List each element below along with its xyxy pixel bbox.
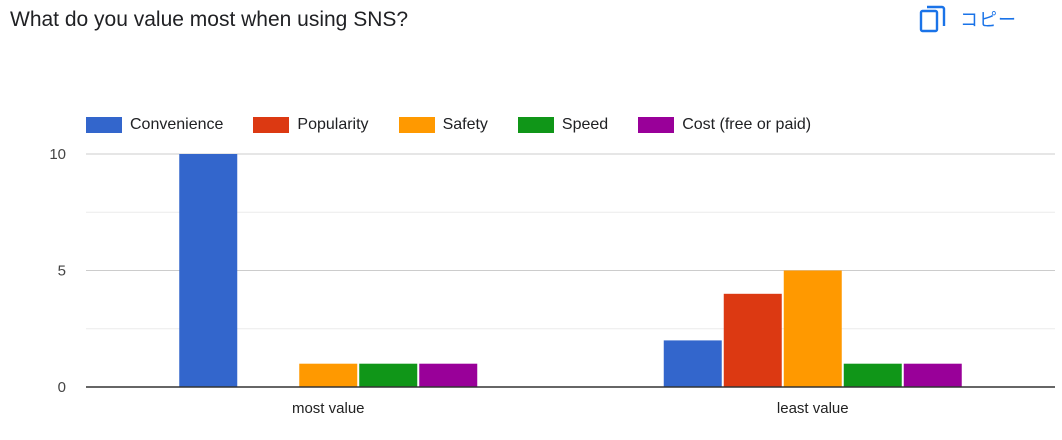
legend-swatch	[86, 117, 122, 133]
copy-button[interactable]: コピー	[918, 2, 1036, 36]
legend-label: Convenience	[130, 116, 224, 133]
legend-swatch	[517, 117, 554, 133]
legend-label: Popularity	[297, 116, 369, 133]
legend-item-cost[interactable]: Cost (free or paid)	[638, 116, 811, 134]
legend-swatch	[638, 117, 675, 133]
legend-item-safety[interactable]: Safety	[398, 116, 488, 134]
legend-item-convenience[interactable]: Convenience	[86, 116, 223, 134]
chart-title: What do you value most when using SNS?	[10, 8, 409, 31]
y-tick-label: 10	[49, 146, 66, 163]
bar-convenience-least-value	[663, 340, 722, 387]
legend-label: Cost (free or paid)	[682, 116, 812, 133]
bar-popularity-least-value	[723, 293, 782, 387]
bar-convenience-most-value	[179, 154, 238, 387]
y-tick-label: 5	[58, 263, 66, 280]
x-category-label: most value	[292, 400, 365, 417]
legend-item-speed[interactable]: Speed	[517, 116, 609, 134]
bar-speed-least-value	[843, 363, 902, 387]
legend-swatch	[253, 117, 290, 133]
bar-cost-free-or-paid-most-value	[419, 363, 478, 387]
bar-speed-most-value	[359, 363, 418, 387]
copy-button-label[interactable]: コピー	[960, 10, 1017, 30]
chart-legend: Convenience Popularity Safety Speed Cost…	[86, 116, 841, 134]
bar-safety-most-value	[299, 363, 358, 387]
legend-swatch	[398, 117, 435, 133]
bar-safety-least-value	[783, 270, 842, 387]
y-tick-label: 0	[58, 379, 66, 396]
bar-cost-free-or-paid-least-value	[903, 363, 962, 387]
legend-label: Speed	[561, 116, 609, 133]
legend-item-popularity[interactable]: Popularity	[253, 116, 369, 134]
copy-icon[interactable]	[918, 4, 948, 34]
x-category-label: least value	[777, 400, 849, 417]
legend-label: Safety	[442, 116, 488, 133]
